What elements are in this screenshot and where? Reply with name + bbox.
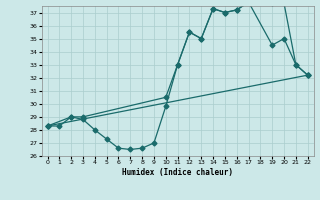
X-axis label: Humidex (Indice chaleur): Humidex (Indice chaleur) (122, 168, 233, 177)
